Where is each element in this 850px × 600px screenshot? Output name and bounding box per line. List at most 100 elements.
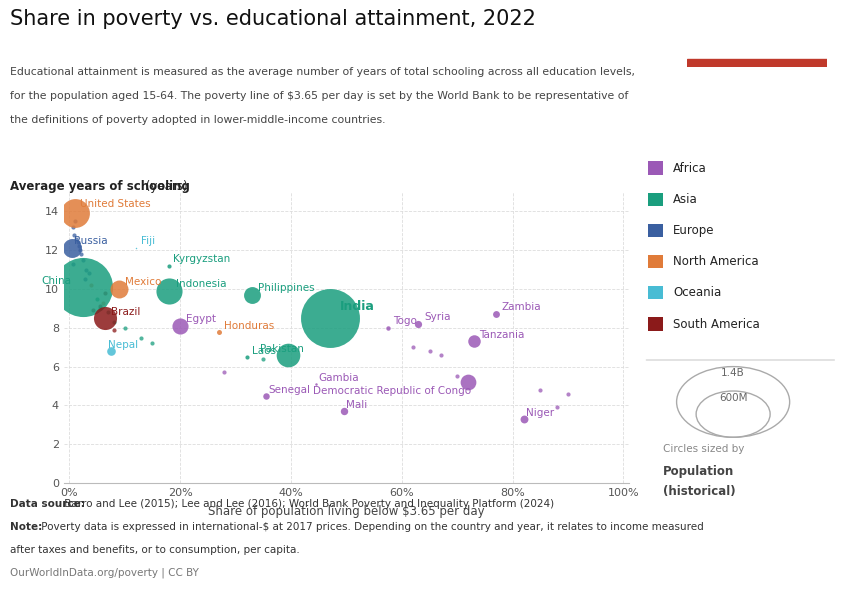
Point [118,323,132,332]
Point [145,338,159,348]
Point [104,346,117,356]
Point [450,371,464,381]
Point [65,244,79,253]
Text: (years): (years) [142,180,188,193]
Text: Tanzania: Tanzania [479,330,524,340]
Text: after taxes and benefits, or to consumption, per capita.: after taxes and benefits, or to consumpt… [10,545,300,555]
Point [71,238,84,247]
Point [69,234,82,244]
Text: Gambia: Gambia [319,373,360,383]
Point [107,317,121,327]
Text: Note:: Note: [10,522,43,532]
Point [79,265,93,274]
Point [561,389,575,398]
Point [240,352,253,362]
Text: Circles sized by: Circles sized by [663,444,745,454]
Text: Data source:: Data source: [10,499,85,509]
Text: in Data: in Data [734,41,780,51]
Text: 1.4B: 1.4B [722,368,745,379]
Text: Egypt: Egypt [185,314,216,325]
Text: Poverty data is expressed in international-$ at 2017 prices. Depending on the co: Poverty data is expressed in internation… [38,522,704,532]
Text: Russia: Russia [74,236,108,246]
Text: Mali: Mali [347,400,367,410]
Point [517,414,530,424]
Text: Barro and Lee (2015); Lee and Lee (2016); World Bank Poverty and Inequality Plat: Barro and Lee (2015); Lee and Lee (2016)… [61,499,554,509]
Point [246,290,259,299]
X-axis label: Share of population living below $3.65 per day: Share of population living below $3.65 p… [208,505,484,518]
Text: Democratic Republic of Congo: Democratic Republic of Congo [313,386,471,396]
Text: Philippines: Philippines [258,283,314,293]
Point [259,391,273,401]
Point [434,350,447,360]
Text: Mexico: Mexico [125,277,162,287]
Point [411,319,425,329]
Point [381,323,394,332]
Point [309,379,323,389]
Text: Educational attainment is measured as the average number of years of total schoo: Educational attainment is measured as th… [10,67,635,77]
Text: Brazil: Brazil [110,307,140,317]
Point [462,377,475,387]
Point [134,332,148,342]
Text: Zambia: Zambia [502,302,541,312]
Point [68,209,82,218]
Text: Syria: Syria [424,313,450,322]
Point [65,259,79,269]
Point [99,288,112,298]
Point [68,217,82,226]
Bar [687,59,827,67]
Text: Indonesia: Indonesia [176,280,226,289]
Text: South America: South America [673,317,760,331]
Point [66,222,80,232]
Text: 600M: 600M [719,393,747,403]
Point [337,406,350,416]
Point [93,302,106,311]
Text: Average years of schooling: Average years of schooling [10,180,190,193]
Point [281,350,295,360]
Point [534,385,547,395]
Text: Nepal: Nepal [108,340,139,350]
Point [323,313,337,323]
Point [173,321,187,331]
Point [76,255,90,265]
Text: Oceania: Oceania [673,286,722,299]
Point [74,245,88,255]
Point [96,298,110,307]
Point [218,368,231,377]
Text: Population: Population [663,465,734,478]
Point [90,294,104,304]
Text: North America: North America [673,255,759,268]
Text: the definitions of poverty adopted in lower-middle-income countries.: the definitions of poverty adopted in lo… [10,115,386,125]
Text: Togo: Togo [394,316,417,326]
Text: China: China [41,275,71,286]
Point [162,261,176,271]
Text: for the population aged 15-64. The poverty line of $3.65 per day is set by the W: for the population aged 15-64. The pover… [10,91,628,101]
Point [76,282,90,292]
Point [406,343,420,352]
Point [85,280,99,290]
Text: Honduras: Honduras [224,321,275,331]
Point [490,310,503,319]
Text: Our World: Our World [724,23,790,34]
Text: Kyrgyzstan: Kyrgyzstan [173,254,230,264]
Point [107,325,121,335]
Text: Africa: Africa [673,161,707,175]
Point [162,286,176,296]
Text: Pakistan: Pakistan [260,344,304,354]
Text: Senegal: Senegal [269,385,311,395]
Text: Asia: Asia [673,193,698,206]
Point [75,249,88,259]
Point [101,307,115,317]
Point [257,354,270,364]
Point [467,337,480,346]
Point [72,242,86,251]
Text: United States: United States [81,199,151,209]
Text: Niger: Niger [526,408,554,418]
Text: India: India [340,300,375,313]
Point [550,403,564,412]
Text: OurWorldInData.org/poverty | CC BY: OurWorldInData.org/poverty | CC BY [10,568,199,578]
Text: Europe: Europe [673,224,715,237]
Point [78,275,92,284]
Point [82,269,95,278]
Point [112,284,126,294]
Point [86,305,99,315]
